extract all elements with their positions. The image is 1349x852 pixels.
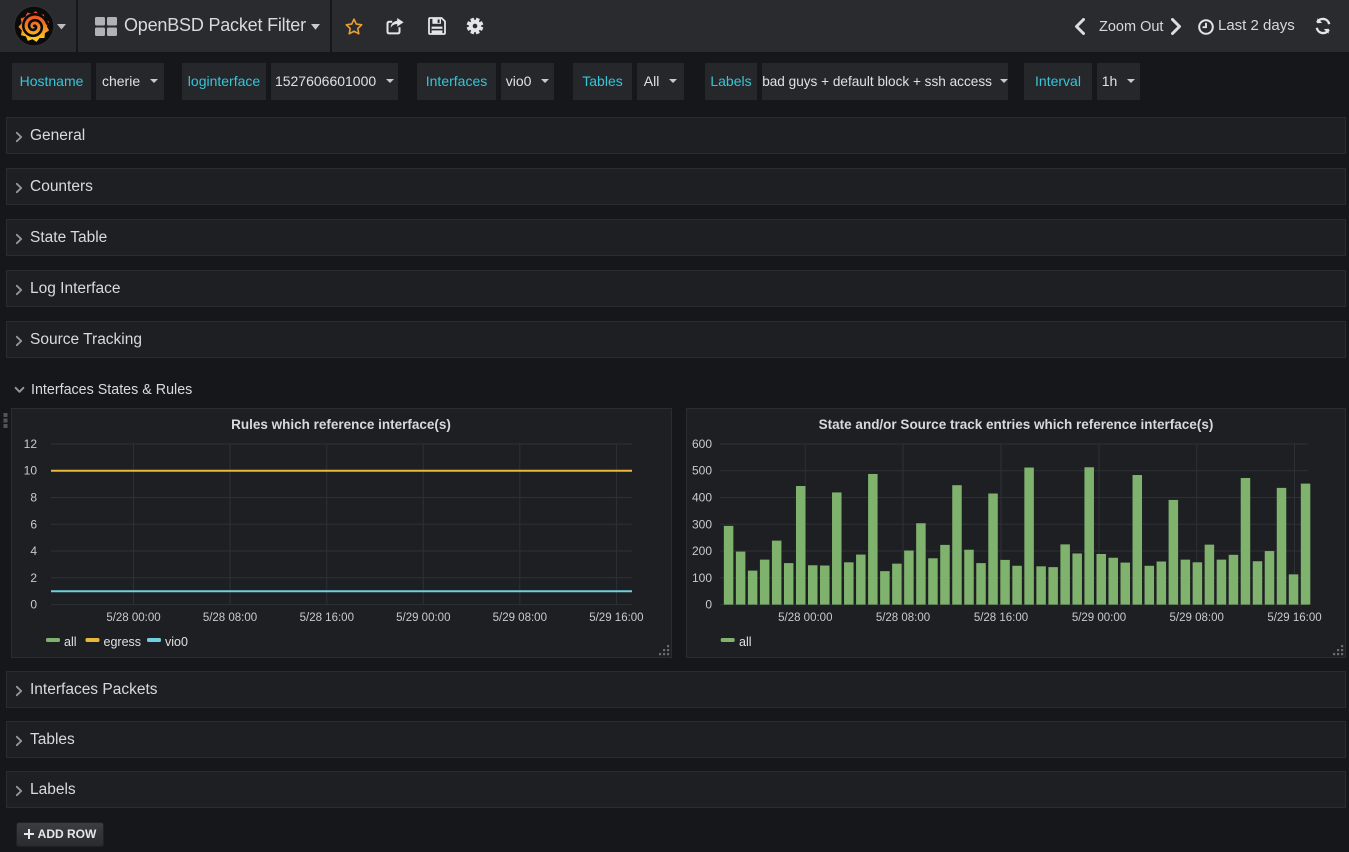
svg-text:5/29 08:00: 5/29 08:00 — [493, 612, 547, 624]
svg-text:0: 0 — [705, 598, 712, 612]
svg-text:5/28 08:00: 5/28 08:00 — [876, 612, 930, 624]
svg-text:5/28 16:00: 5/28 16:00 — [300, 612, 354, 624]
svg-text:100: 100 — [692, 571, 712, 585]
svg-text:5/28 16:00: 5/28 16:00 — [974, 612, 1028, 624]
svg-text:5/29 00:00: 5/29 00:00 — [396, 612, 450, 624]
svg-text:5/29 00:00: 5/29 00:00 — [1072, 612, 1126, 624]
svg-text:12: 12 — [24, 437, 38, 451]
svg-text:Rules which reference interfac: Rules which reference interface(s) — [231, 417, 451, 432]
svg-text:10: 10 — [24, 464, 38, 478]
svg-text:8: 8 — [30, 491, 37, 505]
svg-text:vio0: vio0 — [165, 635, 188, 649]
svg-text:all: all — [64, 635, 77, 649]
svg-text:egress: egress — [104, 635, 142, 649]
svg-text:200: 200 — [692, 544, 712, 558]
svg-text:6: 6 — [30, 517, 37, 531]
svg-text:600: 600 — [692, 437, 712, 451]
svg-text:4: 4 — [30, 544, 37, 558]
svg-text:300: 300 — [692, 517, 712, 531]
svg-text:400: 400 — [692, 491, 712, 505]
svg-text:all: all — [739, 635, 752, 649]
svg-text:State and/or Source track entr: State and/or Source track entries which … — [819, 417, 1214, 432]
svg-text:5/29 16:00: 5/29 16:00 — [589, 612, 643, 624]
svg-text:5/28 00:00: 5/28 00:00 — [106, 612, 160, 624]
svg-text:5/28 08:00: 5/28 08:00 — [203, 612, 257, 624]
svg-text:500: 500 — [692, 464, 712, 478]
svg-text:5/29 08:00: 5/29 08:00 — [1170, 612, 1224, 624]
svg-text:2: 2 — [30, 571, 37, 585]
svg-text:0: 0 — [30, 598, 37, 612]
svg-text:5/29 16:00: 5/29 16:00 — [1267, 612, 1321, 624]
svg-text:5/28 00:00: 5/28 00:00 — [778, 612, 832, 624]
